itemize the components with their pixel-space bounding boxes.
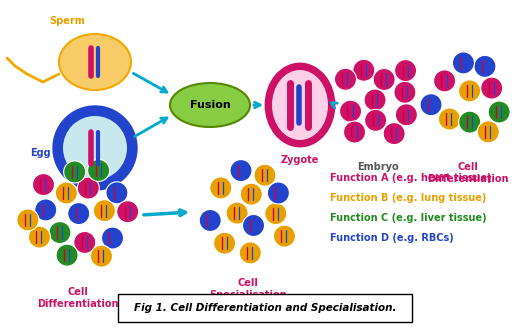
Text: Function A (e.g. heart tissue): Function A (e.g. heart tissue) xyxy=(330,173,491,183)
Circle shape xyxy=(33,173,54,196)
Circle shape xyxy=(488,101,510,123)
Circle shape xyxy=(265,203,287,225)
Ellipse shape xyxy=(272,70,328,140)
Circle shape xyxy=(56,182,77,204)
Ellipse shape xyxy=(170,83,250,127)
Circle shape xyxy=(365,109,387,131)
Circle shape xyxy=(459,80,481,102)
FancyBboxPatch shape xyxy=(118,294,412,322)
Text: Function D (e.g. RBCs): Function D (e.g. RBCs) xyxy=(330,233,454,243)
Text: Fusion: Fusion xyxy=(189,100,230,110)
Circle shape xyxy=(254,164,276,186)
Circle shape xyxy=(373,69,395,90)
Circle shape xyxy=(242,214,265,236)
Circle shape xyxy=(35,199,57,221)
Circle shape xyxy=(230,160,252,182)
Circle shape xyxy=(364,89,386,111)
Ellipse shape xyxy=(266,64,334,146)
Circle shape xyxy=(49,221,71,244)
Circle shape xyxy=(210,177,232,199)
Circle shape xyxy=(267,182,290,204)
Ellipse shape xyxy=(59,34,131,90)
Text: Egg: Egg xyxy=(31,148,51,158)
Circle shape xyxy=(102,227,124,249)
Circle shape xyxy=(383,122,405,145)
Circle shape xyxy=(29,226,50,248)
Circle shape xyxy=(477,121,499,143)
Circle shape xyxy=(395,104,417,126)
Circle shape xyxy=(53,106,137,190)
Circle shape xyxy=(77,177,99,199)
Circle shape xyxy=(226,202,248,224)
Circle shape xyxy=(90,245,113,267)
Circle shape xyxy=(439,108,460,130)
Circle shape xyxy=(394,81,416,103)
Circle shape xyxy=(459,111,481,133)
Circle shape xyxy=(106,182,128,204)
Text: Function C (e.g. liver tissue): Function C (e.g. liver tissue) xyxy=(330,213,487,223)
Text: Embryo: Embryo xyxy=(357,162,399,172)
Circle shape xyxy=(88,160,110,181)
Circle shape xyxy=(474,55,496,77)
Circle shape xyxy=(64,161,86,183)
Circle shape xyxy=(240,183,262,205)
Circle shape xyxy=(394,60,417,81)
Text: Cell
Differentiation: Cell Differentiation xyxy=(37,287,119,308)
Circle shape xyxy=(74,231,95,254)
Text: Sperm: Sperm xyxy=(49,16,85,26)
Text: Function B (e.g. lung tissue): Function B (e.g. lung tissue) xyxy=(330,193,486,203)
Text: Fig 1. Cell Differentiation and Specialisation.: Fig 1. Cell Differentiation and Speciali… xyxy=(134,303,396,313)
Circle shape xyxy=(420,94,442,116)
Circle shape xyxy=(93,200,115,222)
Circle shape xyxy=(17,209,39,231)
Circle shape xyxy=(453,52,474,74)
Text: Cell
Specialisation: Cell Specialisation xyxy=(209,278,287,300)
Circle shape xyxy=(334,68,357,90)
Circle shape xyxy=(68,203,90,224)
Circle shape xyxy=(353,59,375,81)
Circle shape xyxy=(274,225,295,247)
Circle shape xyxy=(63,116,127,180)
Circle shape xyxy=(239,242,261,264)
Circle shape xyxy=(339,100,362,122)
Circle shape xyxy=(433,70,456,92)
Circle shape xyxy=(199,210,221,231)
Text: Zygote: Zygote xyxy=(281,155,319,165)
Circle shape xyxy=(214,232,236,254)
Text: Cell
Differentiation: Cell Differentiation xyxy=(427,162,509,184)
Circle shape xyxy=(56,244,78,266)
Circle shape xyxy=(344,121,365,143)
Circle shape xyxy=(117,201,139,223)
Circle shape xyxy=(481,77,503,99)
